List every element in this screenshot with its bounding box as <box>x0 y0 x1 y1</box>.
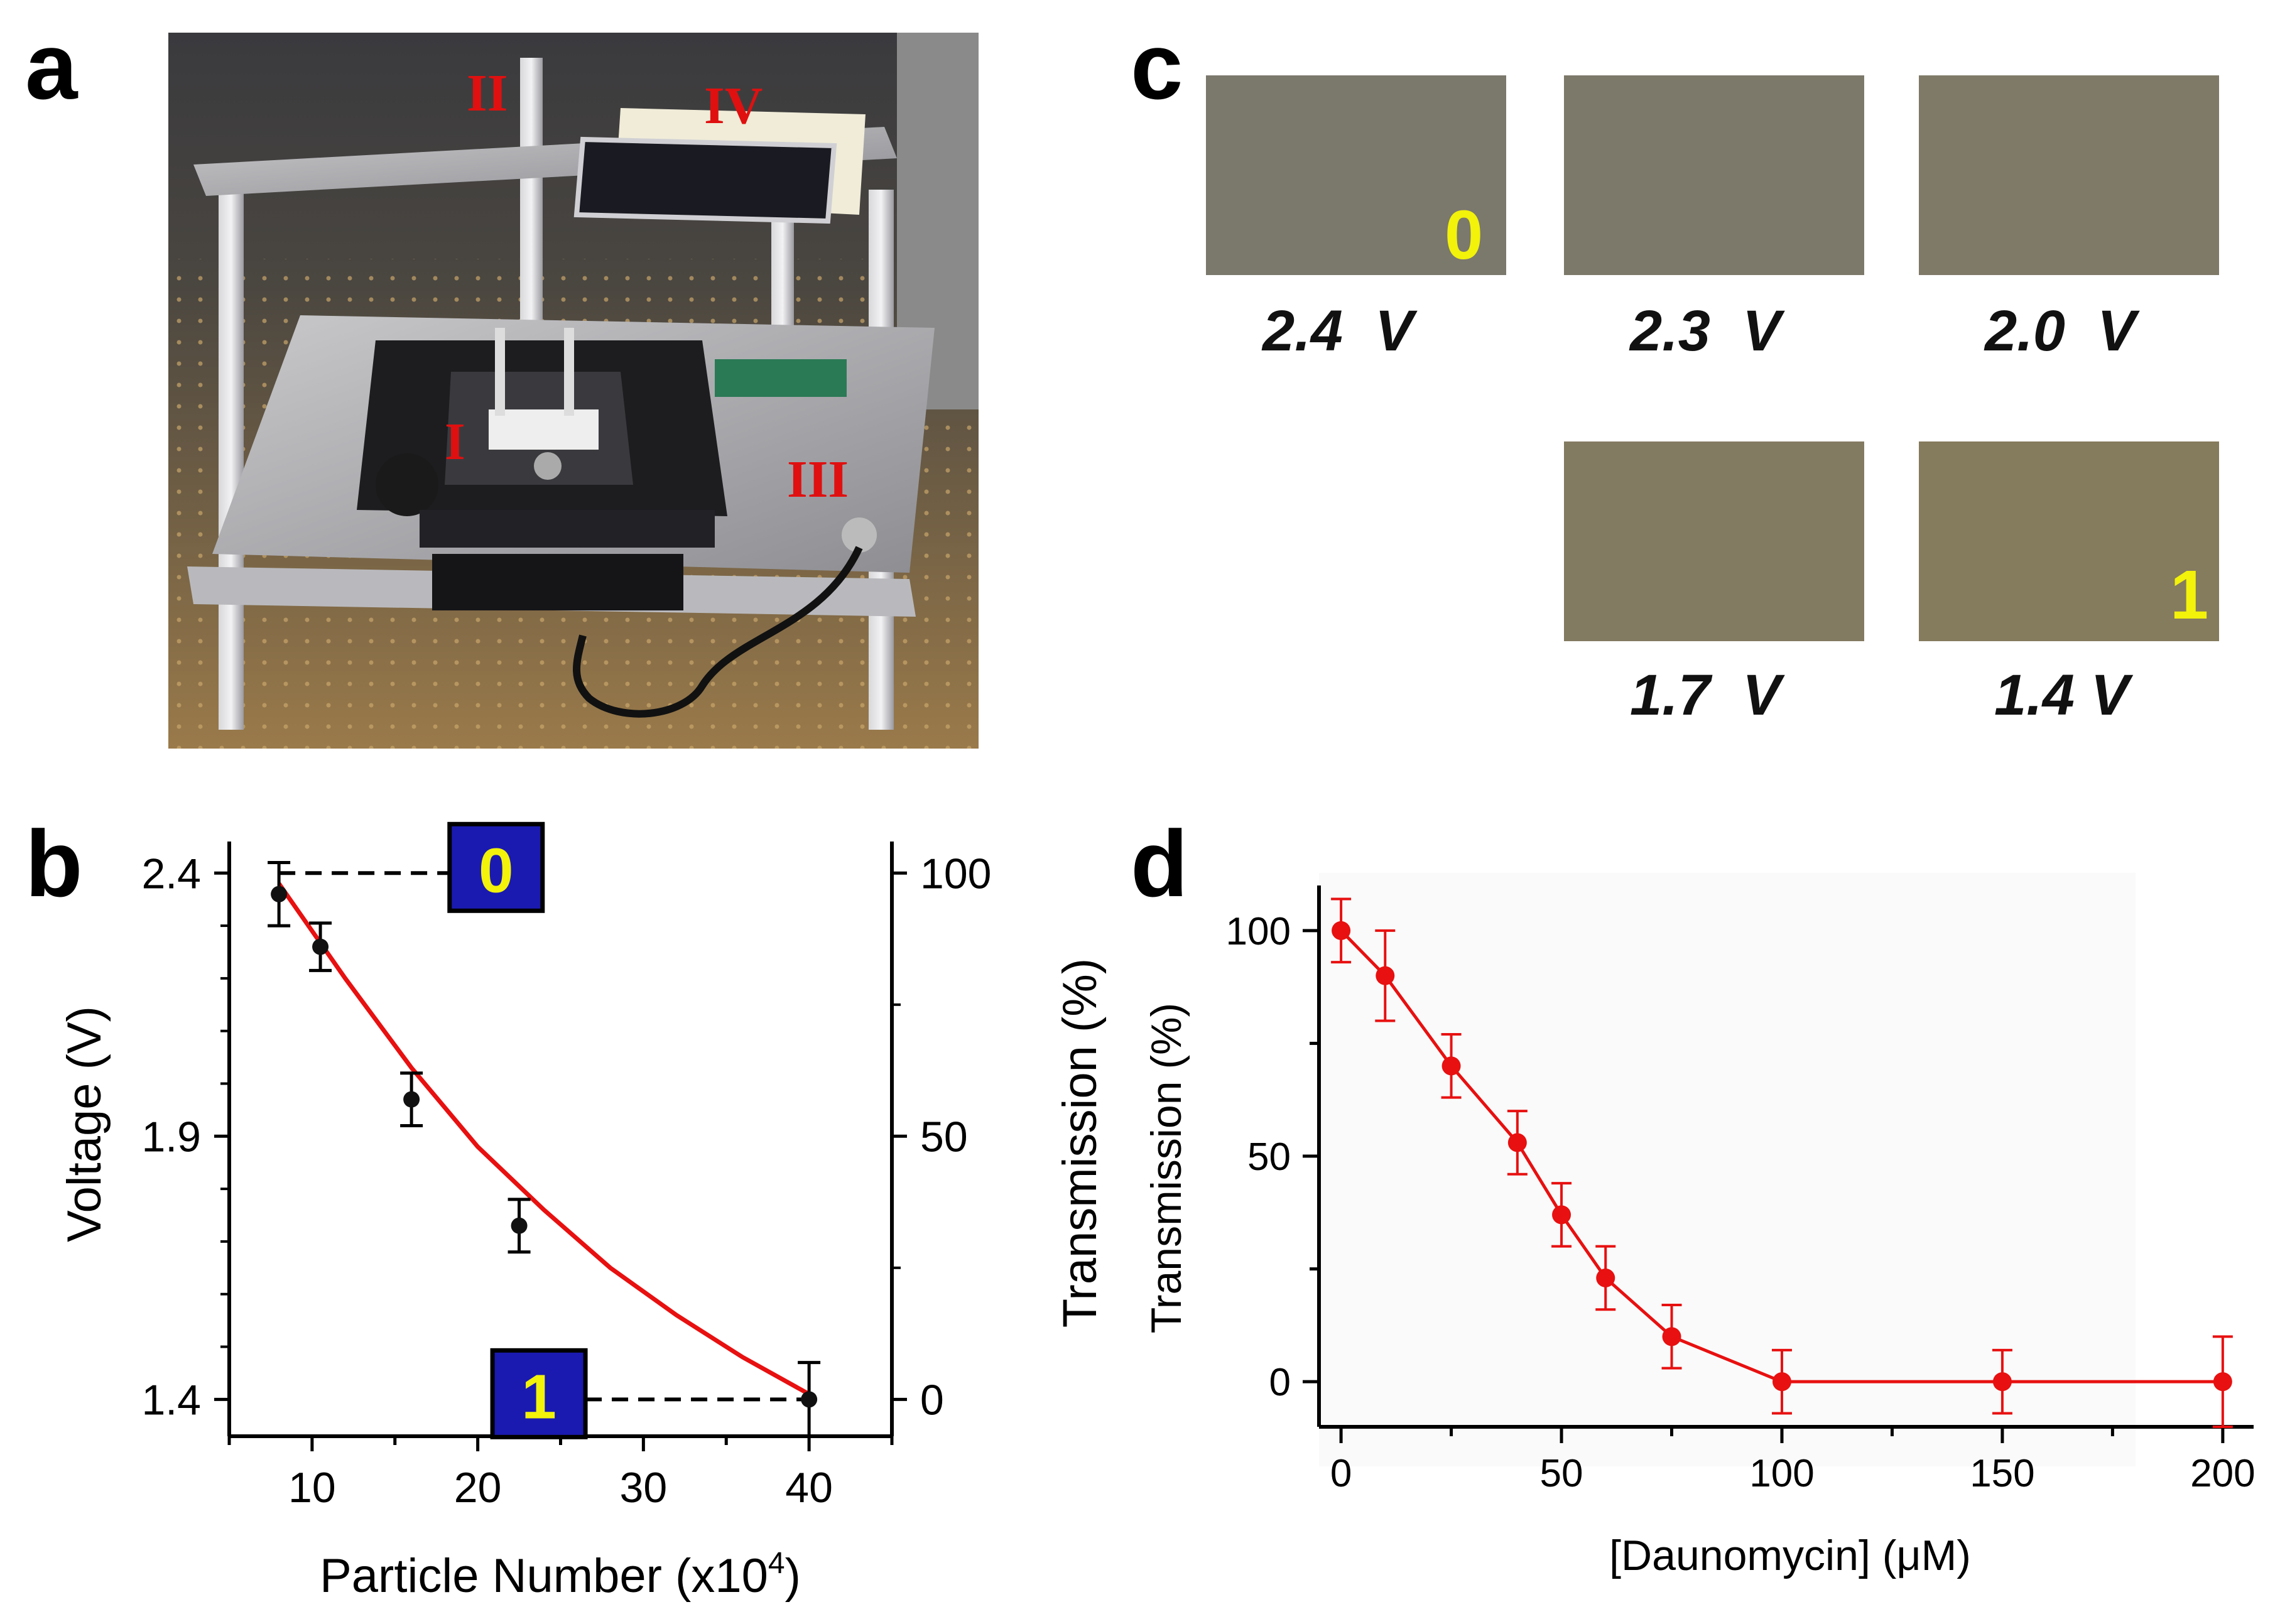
label-II: II <box>467 64 508 122</box>
chart-b-fit-curve <box>277 882 810 1397</box>
chart-b-y2tick-label: 50 <box>920 1113 968 1161</box>
swatch-1-7v <box>1564 441 1864 641</box>
chart-d-ylabel: Transmission (%) <box>1143 1003 1190 1333</box>
chart-b-point <box>271 885 288 902</box>
swatch-2-4v: 0 <box>1206 75 1506 275</box>
panel-label-a: a <box>25 13 78 119</box>
chart-b-xtick-label: 10 <box>288 1464 336 1512</box>
chart-d-point <box>1772 1372 1791 1392</box>
chart-transmission-vs-daunomycin: 0 50 100 150 200 0 50 100 [Daunomycin] (μM) Tr… <box>1143 873 2256 1579</box>
chart-b-xtick-label: 30 <box>620 1464 668 1512</box>
swatch-label-2-3v: 2.3 V <box>1630 299 1781 363</box>
swatch-label-1-7v: 1.7 V <box>1630 663 1781 727</box>
chart-b-point <box>511 1217 528 1234</box>
chart-b-xtick-label: 20 <box>454 1464 502 1512</box>
chart-d-point <box>1332 921 1351 940</box>
chart-d-xtick-label: 100 <box>1749 1452 1814 1495</box>
chart-b-ytick-label: 2.4 <box>141 850 201 897</box>
swatch-1-4v: 1 <box>1919 441 2219 641</box>
chart-d-series-line <box>1340 929 2223 1383</box>
label-IV: IV <box>704 77 763 135</box>
label-III: III <box>787 450 849 509</box>
chart-b-xtick-label: 40 <box>785 1464 833 1512</box>
chart-b-y2tick-label: 100 <box>920 850 991 897</box>
panel-label-b: b <box>25 811 83 916</box>
chart-d-point <box>1662 1327 1681 1346</box>
swatch-marker-0: 0 <box>1445 197 1484 274</box>
chart-d-xlabel: [Daunomycin] (μM) <box>1609 1532 1971 1579</box>
chart-d-xtick-label: 200 <box>2190 1452 2255 1495</box>
chart-d-point <box>1376 966 1395 985</box>
chart-b-ytick-label: 1.9 <box>141 1113 201 1161</box>
chart-d-plot-background <box>1319 873 2136 1466</box>
chart-b-y2tick-label: 0 <box>920 1376 944 1424</box>
chart-d-point <box>1552 1205 1572 1225</box>
chart-d-xtick-label: 0 <box>1330 1452 1352 1495</box>
chart-d-ytick-label: 100 <box>1226 910 1291 953</box>
chart-d-point <box>1441 1056 1461 1076</box>
swatch-label-2-0v: 2.0 V <box>1985 299 2136 363</box>
chart-b-ylabel: Voltage (V) <box>58 1006 111 1242</box>
chart-b-ytick-label: 1.4 <box>141 1376 201 1424</box>
chart-b-marker-box <box>490 1348 588 1439</box>
chart-d-point <box>2213 1372 2232 1392</box>
chart-d-point <box>1507 1133 1527 1152</box>
chart-b-plot-area <box>227 842 894 1438</box>
apparatus-photo: I II III IV <box>168 33 979 749</box>
chart-b-point <box>312 938 329 955</box>
apparatus-illustration <box>168 33 979 749</box>
chart-b-xlabel-close: ) <box>785 1549 801 1603</box>
chart-d-point <box>1596 1268 1615 1287</box>
swatch-2-0v <box>1919 75 2219 275</box>
chart-d-xtick-label: 150 <box>1970 1452 2034 1495</box>
swatch-2-3v <box>1564 75 1864 275</box>
panel-label-c: c <box>1131 13 1183 119</box>
swatch-label-2-4v: 2.4 V <box>1262 299 1414 363</box>
chart-d-point <box>1992 1372 2012 1392</box>
label-I: I <box>445 413 465 471</box>
swatch-label-1-4v: 1.4 V <box>1994 663 2129 727</box>
panel-label-d: d <box>1131 811 1188 916</box>
chart-b-point <box>801 1391 818 1408</box>
chart-b-marker-label: 1 <box>521 1361 556 1432</box>
chart-d-ytick-label: 50 <box>1247 1135 1291 1179</box>
chart-b-marker-label: 0 <box>479 835 514 906</box>
chart-b-marker-box <box>447 821 545 913</box>
chart-b-y2label: Transmission (%) <box>1053 958 1107 1328</box>
chart-voltage-vs-particle-number: 10 20 30 40 1.4 1.9 2.4 100 50 0 0 1 Particle Nu… <box>58 821 1107 1603</box>
chart-d-xtick-label: 50 <box>1540 1452 1583 1495</box>
chart-b-xlabel: Particle Number (x104) <box>320 1547 801 1603</box>
swatch-marker-1: 1 <box>2170 556 2209 634</box>
chart-d-ytick-label: 0 <box>1269 1361 1291 1404</box>
chart-b-point <box>403 1091 420 1108</box>
chart-b-xlabel-exponent: 4 <box>768 1547 785 1580</box>
